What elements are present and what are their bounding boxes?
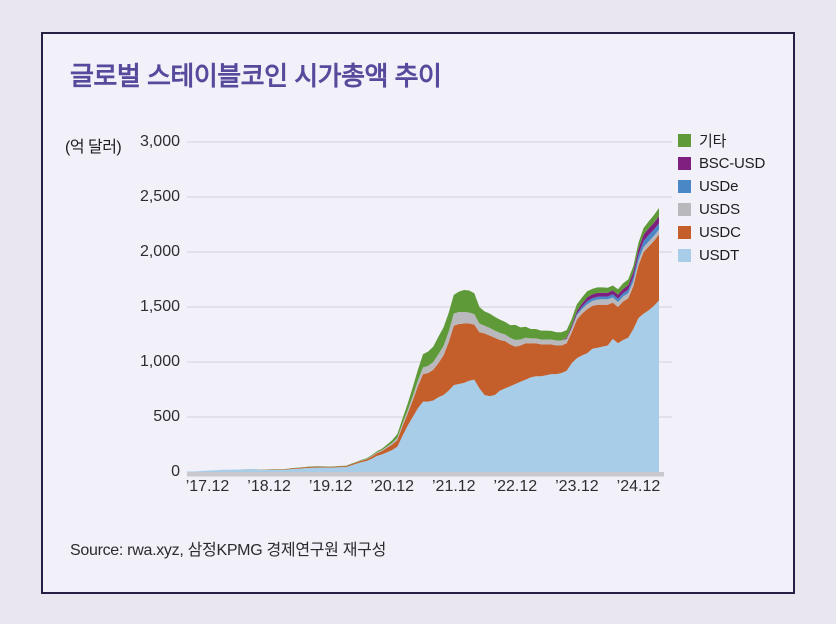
legend-label: 기타	[699, 132, 727, 150]
x-axis-label: ’19.12	[308, 478, 353, 495]
x-axis-label: ’20.12	[370, 478, 414, 495]
y-axis-label: 2,500	[139, 188, 180, 205]
legend-label: USDS	[699, 200, 740, 218]
y-axis-label: 1,000	[139, 353, 180, 370]
y-axis-label: 3,000	[139, 133, 180, 150]
x-axis-label: ’21.12	[431, 478, 476, 495]
legend-label: USDC	[699, 223, 741, 241]
y-axis-unit-label: (억 달러)	[65, 139, 122, 156]
legend-swatch-icon	[678, 179, 691, 193]
legend-item-bsc-usd: BSC-USD	[678, 154, 766, 172]
legend-item-usdt: USDT	[678, 246, 765, 264]
legend-swatch-icon	[678, 133, 691, 147]
series-area-usdt	[187, 300, 659, 472]
x-axis-label: ’24.12	[616, 478, 661, 495]
y-axis-label: 2,000	[139, 243, 180, 260]
y-axis-label: 0	[171, 463, 180, 480]
legend-item-usds: USDS	[678, 200, 765, 218]
legend-item-usde: USDe	[678, 177, 765, 195]
x-axis-label: ’18.12	[247, 478, 291, 495]
y-axis-label: 1,500	[139, 298, 180, 315]
x-axis-labels: ’17.12 ’18.12 ’19.12 ’20.12 ’21.12 ’22.12 ’23.…	[43, 34, 797, 514]
x-axis-label: ’22.12	[493, 478, 538, 495]
series-area-usdc	[187, 234, 659, 472]
y-axis-label: 500	[153, 408, 180, 425]
legend-label: USDe	[699, 177, 739, 195]
x-axis-baseline	[187, 472, 664, 477]
legend-swatch-icon	[678, 156, 691, 170]
chart-card: 글로벌 스테이블코인 시가총액 추이 (억 달러) 3,000 2,500 2,00…	[41, 32, 795, 594]
stacked-area-chart	[187, 141, 672, 477]
chart-title: 글로벌 스테이블코인 시가총액 추이	[70, 61, 442, 91]
chart-legend: 기타 BSC-USD USDe USDS USDC USDT	[678, 133, 766, 264]
legend-item-usdc: USDC	[678, 223, 765, 241]
legend-label: USDT	[699, 246, 740, 264]
y-axis-labels: 3,000 2,500 2,000 1,500 1,000 500 0	[85, 34, 180, 514]
source-note: Source: rwa.xyz, 삼정KPMG 경제연구원 재구성	[70, 542, 387, 559]
legend-label: BSC-USD	[699, 154, 766, 172]
legend-swatch-icon	[678, 225, 691, 239]
legend-item-기타: 기타	[678, 133, 765, 150]
x-axis-label: ’23.12	[555, 478, 599, 495]
legend-swatch-icon	[678, 202, 691, 216]
legend-swatch-icon	[678, 248, 691, 262]
x-axis-label: ’17.12	[185, 478, 230, 495]
